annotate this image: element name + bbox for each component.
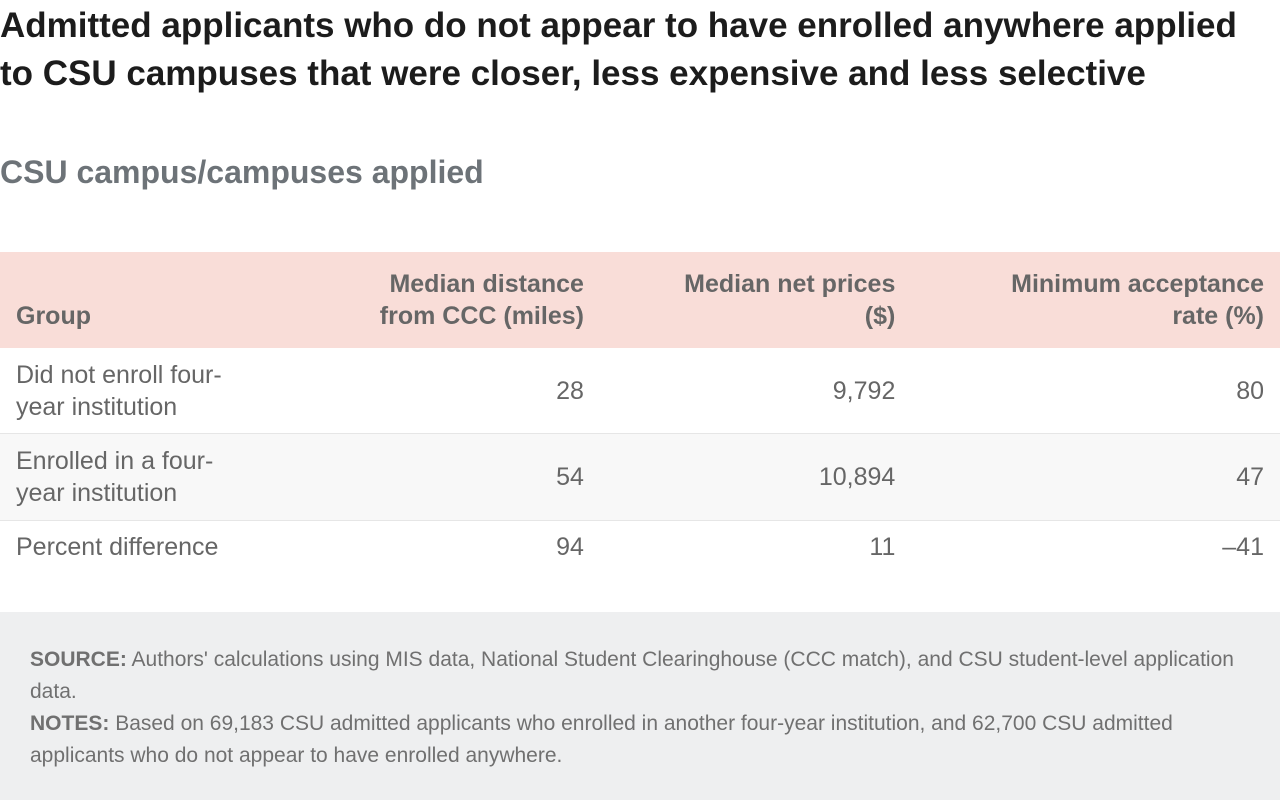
column-header-group: Group (16, 302, 91, 330)
acceptance-cell: 47 (911, 433, 1280, 521)
notes-paragraph: NOTES: Based on 69,183 CSU admitted appl… (30, 708, 1250, 772)
source-text: Authors' calculations using MIS data, Na… (30, 648, 1234, 703)
distance-cell: 28 (300, 348, 600, 434)
column-header-acceptance: Minimum acceptance rate (%) (911, 252, 1280, 348)
data-table: Group Median distance from CCC (miles) M… (0, 252, 1280, 573)
column-header-price: Median net prices ($) (600, 252, 911, 348)
price-cell: 10,894 (599, 433, 912, 521)
row-group-label: Percent difference (16, 533, 219, 561)
table-row: Did not enroll four-year institution 28 … (0, 348, 1280, 434)
table-row: Enrolled in a four-year institution 54 1… (0, 433, 1280, 521)
source-label: SOURCE: (30, 648, 127, 671)
table-header: Group Median distance from CCC (miles) M… (0, 252, 1280, 348)
column-header-acceptance-text: Minimum acceptance rate (%) (1011, 270, 1264, 330)
distance-cell: 54 (300, 433, 600, 521)
table-row: Percent difference 94 11 –41 (0, 520, 1280, 573)
row-group-cell: Did not enroll four-year institution (0, 348, 300, 434)
chart-subtitle: CSU campus/campuses applied (0, 154, 484, 190)
acceptance-cell: 80 (911, 348, 1280, 434)
table-body: Did not enroll four-year institution 28 … (0, 348, 1280, 573)
source-notes-panel: SOURCE: Authors' calculations using MIS … (0, 612, 1280, 800)
notes-text: Based on 69,183 CSU admitted applicants … (30, 712, 1173, 767)
column-header-distance-text: Median distance from CCC (miles) (379, 270, 584, 330)
chart-title: Admitted applicants who do not appear to… (0, 6, 1237, 93)
row-group-cell: Percent difference (0, 520, 300, 573)
row-group-label: Did not enroll four-year institution (16, 360, 222, 421)
acceptance-cell: –41 (911, 520, 1280, 573)
notes-label: NOTES: (30, 712, 110, 735)
distance-cell: 94 (300, 520, 600, 573)
row-group-cell: Enrolled in a four-year institution (0, 433, 300, 521)
column-header-distance: Median distance from CCC (miles) (300, 252, 600, 348)
price-cell: 11 (599, 520, 912, 573)
column-header-price-text: Median net prices ($) (684, 270, 896, 330)
row-group-label: Enrolled in a four-year institution (16, 447, 214, 507)
source-paragraph: SOURCE: Authors' calculations using MIS … (30, 644, 1250, 708)
header-row: Group Median distance from CCC (miles) M… (0, 252, 1280, 348)
price-cell: 9,792 (599, 348, 912, 434)
